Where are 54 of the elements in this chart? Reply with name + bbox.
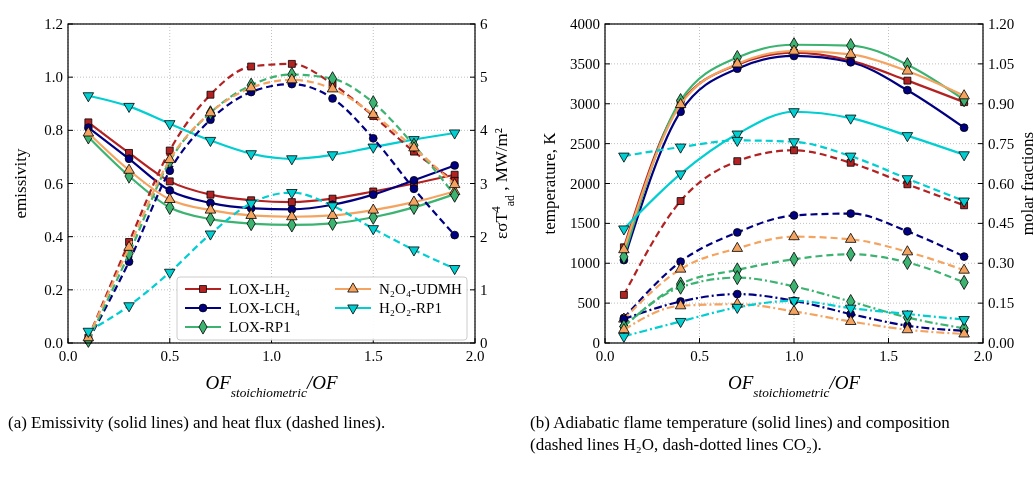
y2-tick-label: 1 [480, 281, 488, 298]
y2-tick-label: 1.20 [988, 16, 1015, 32]
y-tick-label: 2000 [570, 175, 600, 192]
y-axis-title: temperature, K [540, 131, 559, 235]
y2-tick-label: 0.00 [988, 335, 1015, 351]
x-tick-label: 2.0 [465, 348, 485, 364]
x-tick-label: 2.0 [973, 348, 993, 364]
y-tick-label: 0.8 [44, 122, 63, 139]
y-axis-title: emissivity [11, 148, 30, 219]
legend-label: N₂O₄-UDMH [379, 281, 463, 297]
y2-tick-label: 2 [480, 228, 488, 245]
y-tick-label: 4000 [570, 16, 600, 32]
y2-tick-label: 6 [480, 16, 488, 32]
y2-tick-label: 0.15 [988, 295, 1015, 312]
y-tick-label: 0 [592, 335, 600, 351]
y-tick-label: 0.6 [44, 175, 64, 192]
legend-label: LOX-RP1 [229, 319, 291, 335]
text: (b) Adiabatic flame temperature (solid lines) and composition (dashed lines H₂O, dash-dotted lines CO₂). [530, 413, 951, 454]
y2-tick-label: 0 [480, 335, 488, 351]
y-tick-label: 2500 [570, 135, 600, 152]
y2-tick-label: 3 [480, 175, 488, 192]
y2-tick-label: 1.05 [988, 55, 1015, 72]
y2-tick-label: 0.75 [988, 135, 1015, 152]
legend-label: LOX-LCH₄ [229, 300, 301, 316]
x-tick-label: 0.0 [58, 348, 78, 364]
y-tick-label: 1500 [570, 215, 600, 232]
y-tick-label: 500 [577, 295, 600, 312]
x-tick-label: 1.5 [363, 348, 383, 364]
x-tick-label: 1.0 [262, 348, 281, 364]
legend-label: H₂O₂-RP1 [379, 300, 442, 316]
y2-tick-label: 0.45 [988, 215, 1015, 232]
legend-label: LOX-LH₂ [229, 281, 291, 297]
y-tick-label: 1.2 [44, 16, 63, 32]
x-tick-label: 0.5 [690, 348, 709, 364]
y2-tick-label: 4 [480, 122, 488, 139]
y-tick-label: 0.2 [44, 281, 63, 298]
text: (a) Emissivity (solid lines) and heat flux (dashed lines). [8, 413, 386, 432]
x-tick-label: 0.0 [595, 348, 615, 364]
y-tick-label: 3500 [570, 55, 600, 72]
y2-tick-label: 5 [480, 69, 488, 86]
x-axis-title: OF$_{stoichiometric}$/OF [727, 372, 861, 400]
y2-tick-label: 0.30 [988, 255, 1015, 272]
y2-tick-label: 0.60 [988, 175, 1015, 192]
y-tick-label: 0.4 [44, 228, 64, 245]
y2-tick-label: 0.90 [988, 95, 1015, 112]
x-tick-label: 1.0 [784, 348, 804, 364]
y-tick-label: 1000 [570, 255, 600, 272]
x-tick-label: 0.5 [160, 348, 180, 364]
y-tick-label: 3000 [570, 95, 600, 112]
y-tick-label: 1.0 [44, 69, 63, 86]
y-tick-label: 0.0 [44, 335, 63, 351]
y2-axis-title: molar fractions [1018, 131, 1033, 236]
x-tick-label: 1.5 [879, 348, 898, 364]
x-axis-title: OF$_{stoichiometric}$/OF [205, 372, 338, 400]
